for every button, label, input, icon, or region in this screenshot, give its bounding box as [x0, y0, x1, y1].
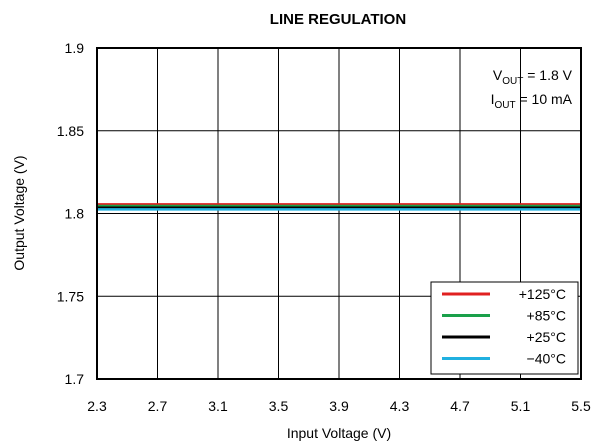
legend-entry-label: +25°C: [527, 329, 566, 345]
x-tick-label: 4.3: [390, 398, 410, 414]
x-tick-label: 4.7: [450, 398, 470, 414]
y-tick-label: 1.75: [57, 288, 84, 304]
y-tick-label: 1.9: [65, 40, 85, 56]
y-tick-labels: 1.7 1.75 1.8 1.85 1.9: [57, 40, 84, 387]
x-tick-labels: 2.3 2.7 3.1 3.5 3.9 4.3 4.7 5.1 5.5: [87, 398, 591, 414]
legend-entry-label: +85°C: [527, 308, 566, 324]
y-axis-label: Output Voltage (V): [11, 155, 27, 270]
grid: [97, 48, 581, 379]
x-tick-label: 2.3: [87, 398, 107, 414]
legend: +125°C +85°C +25°C −40°C: [430, 281, 579, 375]
series-lines: [97, 203, 581, 211]
chart-title: LINE REGULATION: [270, 11, 406, 28]
x-tick-label: 3.5: [269, 398, 289, 414]
y-tick-label: 1.8: [65, 206, 85, 222]
x-tick-label: 2.7: [148, 398, 168, 414]
plot-frame: [96, 47, 582, 380]
x-tick-label: 3.9: [329, 398, 349, 414]
annotation-line: VOUT = 1.8 V: [493, 67, 573, 87]
annotation-line: IOUT = 10 mA: [491, 91, 573, 111]
legend-entry-label: −40°C: [527, 351, 566, 367]
y-tick-label: 1.7: [65, 371, 85, 387]
y-tick-label: 1.85: [57, 123, 84, 139]
x-tick-label: 5.5: [571, 398, 591, 414]
condition-annotation: VOUT = 1.8 V IOUT = 10 mA: [491, 67, 573, 111]
x-tick-label: 3.1: [208, 398, 228, 414]
x-tick-label: 5.1: [511, 398, 531, 414]
legend-entry-label: +125°C: [519, 286, 566, 302]
x-axis-label: Input Voltage (V): [287, 425, 391, 441]
